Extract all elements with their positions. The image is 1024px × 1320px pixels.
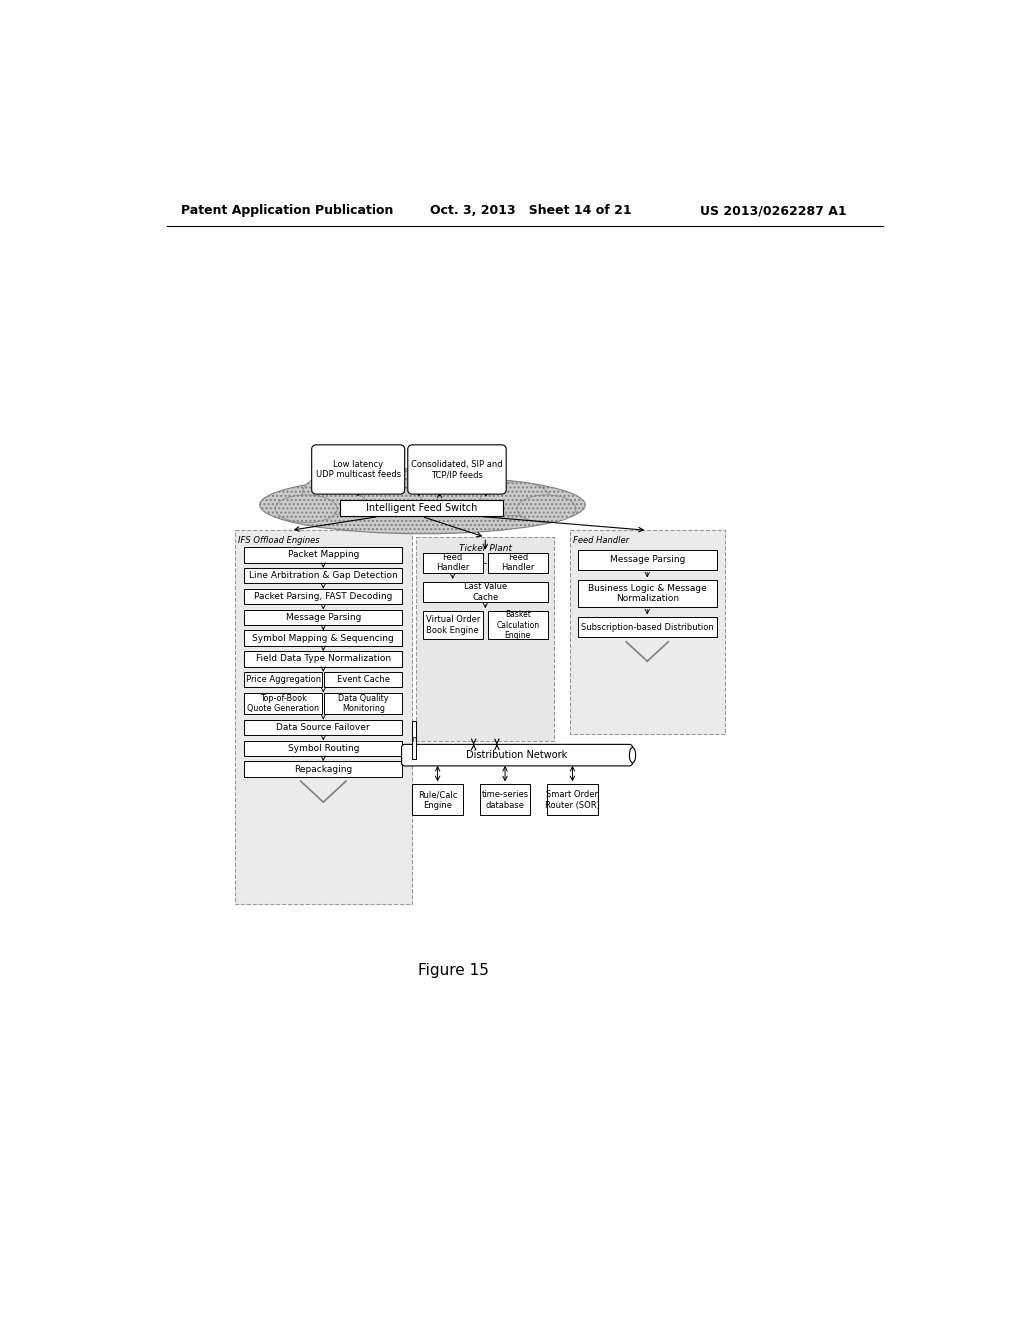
FancyBboxPatch shape bbox=[578, 581, 717, 607]
FancyBboxPatch shape bbox=[245, 631, 402, 645]
Text: IFS Offload Engines: IFS Offload Engines bbox=[238, 536, 319, 545]
FancyBboxPatch shape bbox=[423, 553, 483, 573]
FancyBboxPatch shape bbox=[412, 721, 417, 759]
Text: Patent Application Publication: Patent Application Publication bbox=[180, 205, 393, 218]
Text: Low latency
UDP multicast feeds: Low latency UDP multicast feeds bbox=[315, 459, 400, 479]
FancyBboxPatch shape bbox=[245, 719, 402, 735]
Text: n: n bbox=[412, 735, 417, 744]
Text: Event Cache: Event Cache bbox=[337, 676, 390, 684]
Text: Data Source Failover: Data Source Failover bbox=[276, 723, 370, 731]
Ellipse shape bbox=[260, 477, 586, 533]
FancyBboxPatch shape bbox=[245, 741, 402, 756]
Text: Oct. 3, 2013   Sheet 14 of 21: Oct. 3, 2013 Sheet 14 of 21 bbox=[430, 205, 632, 218]
Text: Feed
Handler: Feed Handler bbox=[436, 553, 469, 573]
FancyBboxPatch shape bbox=[578, 618, 717, 638]
Text: Distribution Network: Distribution Network bbox=[466, 750, 567, 760]
FancyBboxPatch shape bbox=[245, 693, 323, 714]
Text: Last Value
Cache: Last Value Cache bbox=[464, 582, 507, 602]
Text: Message Parsing: Message Parsing bbox=[286, 612, 361, 622]
Ellipse shape bbox=[480, 482, 550, 516]
FancyBboxPatch shape bbox=[325, 672, 402, 688]
Text: Field Data Type Normalization: Field Data Type Normalization bbox=[256, 655, 391, 664]
FancyBboxPatch shape bbox=[423, 611, 483, 639]
Ellipse shape bbox=[419, 470, 504, 512]
Text: Intelligent Feed Switch: Intelligent Feed Switch bbox=[366, 503, 477, 513]
Text: Consolidated, SIP and
TCP/IP feeds: Consolidated, SIP and TCP/IP feeds bbox=[412, 459, 503, 479]
Text: time-series
database: time-series database bbox=[481, 791, 528, 809]
FancyBboxPatch shape bbox=[408, 445, 506, 494]
Text: Rule/Calc
Engine: Rule/Calc Engine bbox=[418, 791, 458, 809]
Text: Top-of-Book
Quote Generation: Top-of-Book Quote Generation bbox=[247, 694, 319, 713]
Text: Packet Mapping: Packet Mapping bbox=[288, 550, 359, 560]
Text: Packet Parsing, FAST Decoding: Packet Parsing, FAST Decoding bbox=[254, 593, 392, 601]
Text: Symbol Mapping & Sequencing: Symbol Mapping & Sequencing bbox=[253, 634, 394, 643]
FancyBboxPatch shape bbox=[340, 499, 503, 516]
FancyBboxPatch shape bbox=[423, 582, 548, 602]
FancyBboxPatch shape bbox=[245, 610, 402, 626]
FancyBboxPatch shape bbox=[417, 537, 554, 742]
Text: Ticker Plant: Ticker Plant bbox=[459, 544, 512, 553]
FancyBboxPatch shape bbox=[401, 744, 633, 766]
Text: Feed
Handler: Feed Handler bbox=[501, 553, 535, 573]
Text: Repackaging: Repackaging bbox=[294, 764, 352, 774]
FancyBboxPatch shape bbox=[245, 651, 402, 667]
FancyBboxPatch shape bbox=[487, 611, 548, 639]
FancyBboxPatch shape bbox=[325, 693, 402, 714]
Text: Feed Handler: Feed Handler bbox=[572, 536, 629, 545]
Text: Price Aggregation: Price Aggregation bbox=[246, 676, 321, 684]
Ellipse shape bbox=[630, 747, 636, 763]
FancyBboxPatch shape bbox=[245, 548, 402, 562]
Text: Basket
Calculation
Engine: Basket Calculation Engine bbox=[497, 610, 540, 640]
Ellipse shape bbox=[275, 495, 337, 523]
FancyBboxPatch shape bbox=[245, 762, 402, 776]
Ellipse shape bbox=[517, 495, 575, 523]
Text: US 2013/0262287 A1: US 2013/0262287 A1 bbox=[700, 205, 847, 218]
Text: Figure 15: Figure 15 bbox=[418, 964, 488, 978]
Ellipse shape bbox=[302, 471, 388, 515]
Text: Message Parsing: Message Parsing bbox=[609, 556, 685, 564]
Text: Virtual Order
Book Engine: Virtual Order Book Engine bbox=[426, 615, 480, 635]
FancyBboxPatch shape bbox=[480, 784, 530, 816]
FancyBboxPatch shape bbox=[569, 531, 725, 734]
FancyBboxPatch shape bbox=[487, 553, 548, 573]
Text: Business Logic & Message
Normalization: Business Logic & Message Normalization bbox=[588, 583, 707, 603]
FancyBboxPatch shape bbox=[578, 549, 717, 570]
Text: Smart Order
Router (SOR): Smart Order Router (SOR) bbox=[545, 791, 600, 809]
FancyBboxPatch shape bbox=[245, 672, 323, 688]
FancyBboxPatch shape bbox=[413, 784, 463, 816]
Text: Line Arbitration & Gap Detection: Line Arbitration & Gap Detection bbox=[249, 572, 397, 581]
FancyBboxPatch shape bbox=[547, 784, 598, 816]
FancyBboxPatch shape bbox=[311, 445, 404, 494]
Text: Symbol Routing: Symbol Routing bbox=[288, 743, 359, 752]
FancyBboxPatch shape bbox=[234, 531, 412, 904]
Ellipse shape bbox=[360, 469, 438, 511]
Text: Data Quality
Monitoring: Data Quality Monitoring bbox=[338, 694, 389, 713]
FancyBboxPatch shape bbox=[245, 568, 402, 583]
Text: Subscription-based Distribution: Subscription-based Distribution bbox=[581, 623, 714, 632]
FancyBboxPatch shape bbox=[245, 589, 402, 605]
